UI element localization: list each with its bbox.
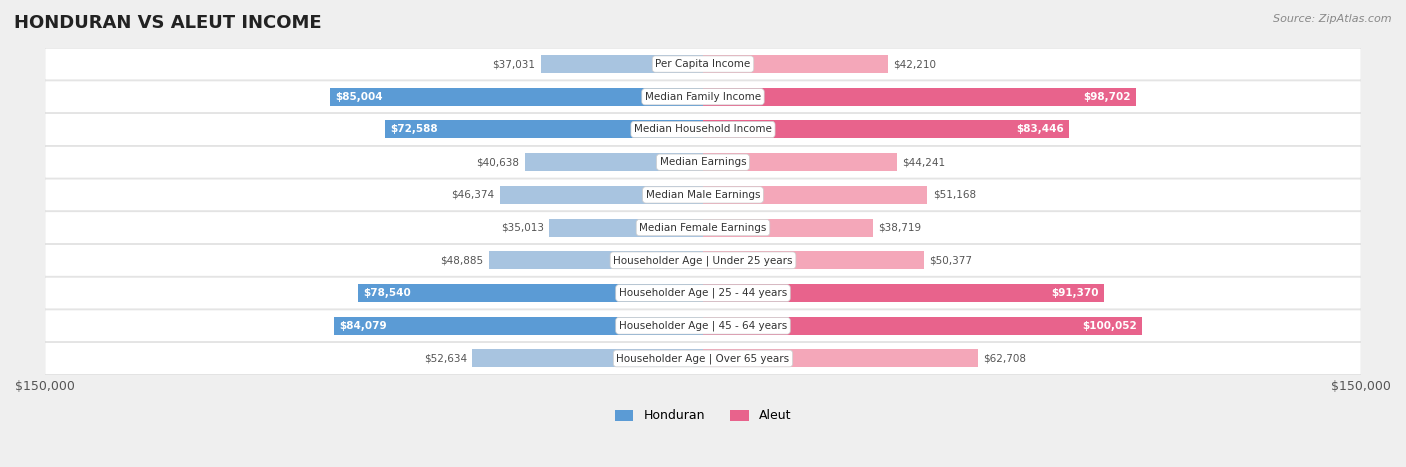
- Text: Householder Age | 25 - 44 years: Householder Age | 25 - 44 years: [619, 288, 787, 298]
- Text: Median Family Income: Median Family Income: [645, 92, 761, 102]
- FancyBboxPatch shape: [45, 113, 1361, 145]
- Bar: [524, 153, 703, 171]
- Text: $37,031: $37,031: [492, 59, 536, 69]
- FancyBboxPatch shape: [45, 244, 1361, 276]
- Text: Householder Age | 45 - 64 years: Householder Age | 45 - 64 years: [619, 320, 787, 331]
- Text: $40,638: $40,638: [477, 157, 519, 167]
- Legend: Honduran, Aleut: Honduran, Aleut: [610, 404, 796, 427]
- Text: $84,079: $84,079: [339, 321, 387, 331]
- Text: $85,004: $85,004: [336, 92, 382, 102]
- Text: Householder Age | Under 25 years: Householder Age | Under 25 years: [613, 255, 793, 266]
- Text: $91,370: $91,370: [1052, 288, 1098, 298]
- Text: $51,168: $51,168: [932, 190, 976, 200]
- Bar: [488, 251, 703, 269]
- Text: $42,210: $42,210: [893, 59, 936, 69]
- FancyBboxPatch shape: [45, 277, 1361, 309]
- Text: $100,052: $100,052: [1083, 321, 1136, 331]
- Text: Median Female Earnings: Median Female Earnings: [640, 223, 766, 233]
- FancyBboxPatch shape: [45, 310, 1361, 342]
- Bar: [703, 55, 889, 73]
- Text: $38,719: $38,719: [879, 223, 921, 233]
- Text: $62,708: $62,708: [983, 354, 1026, 363]
- Bar: [703, 251, 924, 269]
- Text: Per Capita Income: Per Capita Income: [655, 59, 751, 69]
- FancyBboxPatch shape: [45, 212, 1361, 243]
- Text: $78,540: $78,540: [364, 288, 412, 298]
- Bar: [330, 88, 703, 106]
- FancyBboxPatch shape: [45, 343, 1361, 375]
- FancyBboxPatch shape: [45, 179, 1361, 211]
- Bar: [359, 284, 703, 302]
- Bar: [550, 219, 703, 237]
- Text: $50,377: $50,377: [929, 255, 973, 265]
- Bar: [385, 120, 703, 139]
- Text: $83,446: $83,446: [1017, 125, 1064, 134]
- Bar: [703, 88, 1136, 106]
- Text: Householder Age | Over 65 years: Householder Age | Over 65 years: [616, 353, 790, 364]
- Bar: [540, 55, 703, 73]
- Text: $44,241: $44,241: [903, 157, 945, 167]
- Bar: [703, 317, 1142, 335]
- FancyBboxPatch shape: [45, 81, 1361, 113]
- FancyBboxPatch shape: [45, 48, 1361, 80]
- Bar: [703, 153, 897, 171]
- Bar: [472, 349, 703, 368]
- Bar: [703, 120, 1069, 139]
- Text: $98,702: $98,702: [1083, 92, 1130, 102]
- Text: Source: ZipAtlas.com: Source: ZipAtlas.com: [1274, 14, 1392, 24]
- Text: HONDURAN VS ALEUT INCOME: HONDURAN VS ALEUT INCOME: [14, 14, 322, 32]
- Bar: [703, 284, 1104, 302]
- Bar: [703, 349, 979, 368]
- Text: Median Earnings: Median Earnings: [659, 157, 747, 167]
- Text: Median Male Earnings: Median Male Earnings: [645, 190, 761, 200]
- Text: $35,013: $35,013: [501, 223, 544, 233]
- Text: $46,374: $46,374: [451, 190, 495, 200]
- Bar: [703, 186, 928, 204]
- Bar: [335, 317, 703, 335]
- Text: Median Household Income: Median Household Income: [634, 125, 772, 134]
- FancyBboxPatch shape: [45, 146, 1361, 178]
- Text: $72,588: $72,588: [389, 125, 437, 134]
- Bar: [499, 186, 703, 204]
- Text: $48,885: $48,885: [440, 255, 484, 265]
- Text: $52,634: $52,634: [423, 354, 467, 363]
- Bar: [703, 219, 873, 237]
